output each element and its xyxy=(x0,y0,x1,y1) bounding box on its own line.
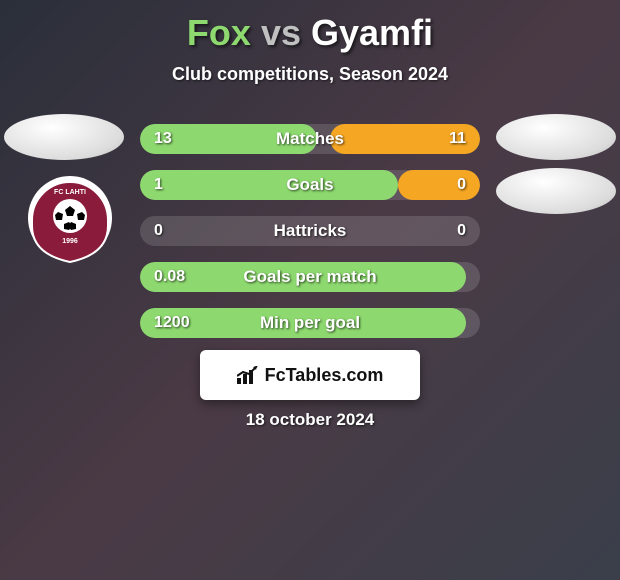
stat-label: Matches xyxy=(140,124,480,154)
date-label: 18 october 2024 xyxy=(0,410,620,430)
stat-row: 00Hattricks xyxy=(140,216,480,246)
club-badge: FC LAHTI 1996 xyxy=(20,176,120,266)
page-title: Fox vs Gyamfi xyxy=(0,0,620,54)
stat-label: Goals per match xyxy=(140,262,480,292)
player1-name: Fox xyxy=(187,12,251,53)
badge-top-text: FC LAHTI xyxy=(54,189,86,196)
stat-row: 0.08Goals per match xyxy=(140,262,480,292)
stat-label: Goals xyxy=(140,170,480,200)
avatar-right-2 xyxy=(496,168,616,214)
vs-text: vs xyxy=(261,12,301,53)
stat-row: 10Goals xyxy=(140,170,480,200)
watermark-badge[interactable]: FcTables.com xyxy=(200,350,420,400)
avatar-left xyxy=(4,114,124,160)
stats-container: 1311Matches 10Goals 00Hattricks 0.08Goals p… xyxy=(140,124,480,354)
stat-row: 1200Min per goal xyxy=(140,308,480,338)
avatar-right-1 xyxy=(496,114,616,160)
player2-name: Gyamfi xyxy=(311,12,433,53)
watermark-text: FcTables.com xyxy=(265,365,384,386)
stat-label: Min per goal xyxy=(140,308,480,338)
stat-row: 1311Matches xyxy=(140,124,480,154)
subtitle: Club competitions, Season 2024 xyxy=(0,64,620,85)
badge-bottom-text: 1996 xyxy=(62,238,78,245)
chart-icon xyxy=(237,366,259,384)
stat-label: Hattricks xyxy=(140,216,480,246)
